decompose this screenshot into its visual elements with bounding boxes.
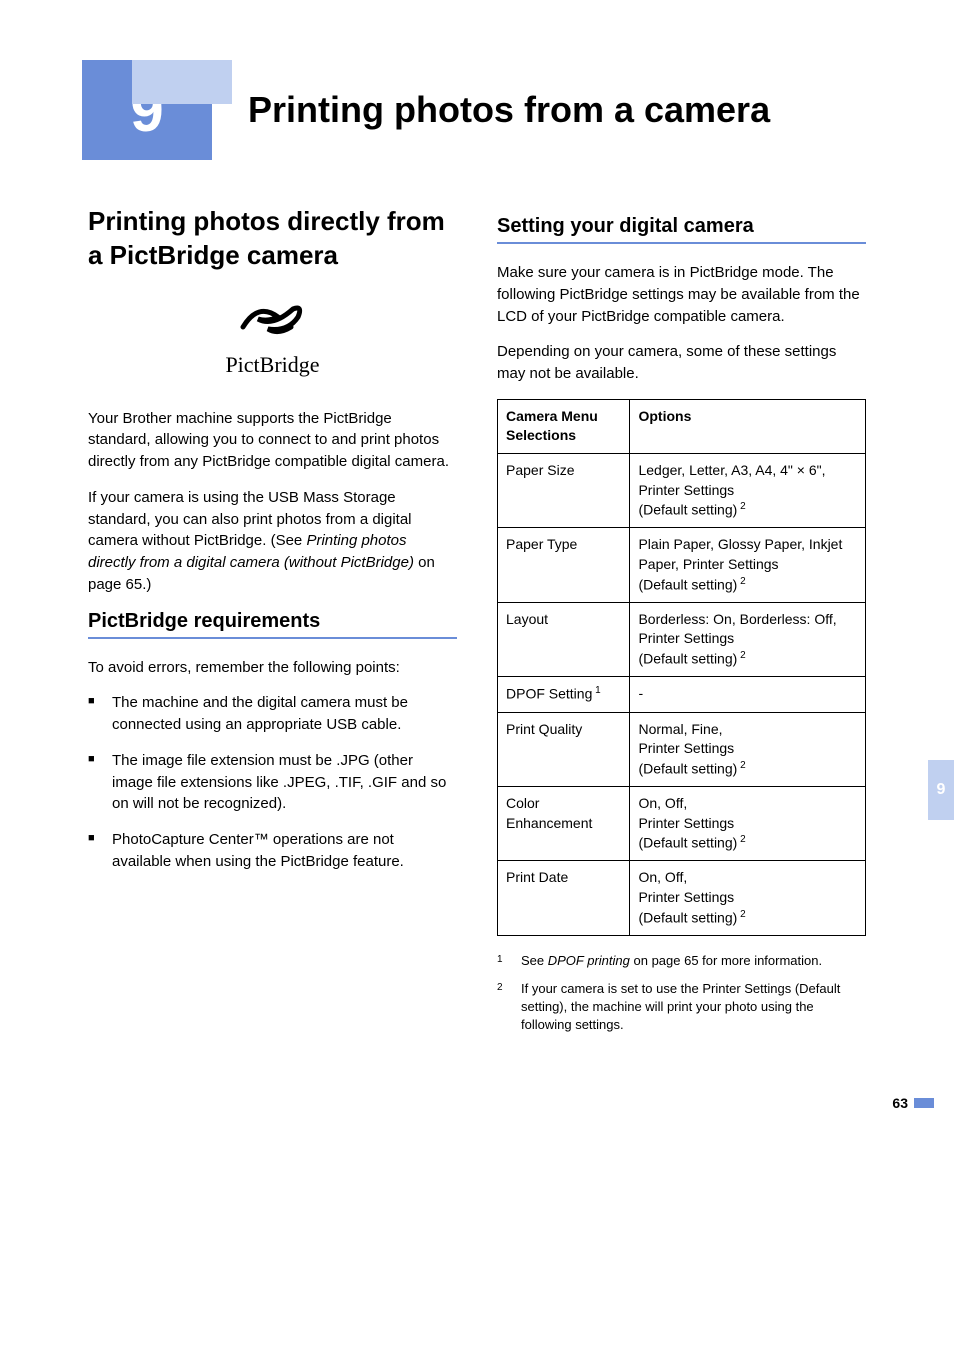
table-cell-label: DPOF Setting 1 [498,677,630,712]
footnote-text: See DPOF printing on page 65 for more in… [521,952,822,970]
table-cell-options: Ledger, Letter, A3, A4, 4" × 6",Printer … [630,453,866,527]
list-item: PhotoCapture Center™ operations are not … [106,829,457,873]
subsection-heading-camera-setting: Setting your digital camera [497,215,866,238]
paragraph-camera-mode: Make sure your camera is in PictBridge m… [497,262,866,327]
table-cell-label: Print Quality [498,712,630,786]
table-cell-options: - [630,677,866,712]
table-row: Print DateOn, Off,Printer Settings(Defau… [498,861,866,935]
paragraph-usb-mass-storage: If your camera is using the USB Mass Sto… [88,487,457,596]
table-row: Color EnhancementOn, Off,Printer Setting… [498,786,866,860]
paragraph-availability: Depending on your camera, some of these … [497,341,866,385]
footnote-marker: 2 [497,980,521,1035]
list-item: The machine and the digital camera must … [106,692,457,736]
text-fragment: See [521,953,548,968]
table-cell-options: Plain Paper, Glossy Paper, Inkjet Paper,… [630,528,866,602]
chapter-title: Printing photos from a camera [248,89,770,131]
page-footer: 63 [0,1045,954,1131]
table-cell-label: Paper Size [498,453,630,527]
footnote-1: 1 See DPOF printing on page 65 for more … [497,952,866,970]
section-heading-pictbridge: Printing photos directly from a PictBrid… [88,205,457,273]
text-fragment: on page 65 for more information. [630,953,822,968]
table-cell-options: On, Off,Printer Settings(Default setting… [630,861,866,935]
page-number: 63 [892,1095,908,1111]
list-item: The image file extension must be .JPG (o… [106,750,457,815]
footnote-marker: 1 [497,952,521,970]
page-number-accent [914,1098,934,1108]
heading-underline [497,242,866,244]
table-cell-options: Normal, Fine,Printer Settings(Default se… [630,712,866,786]
cross-reference-link[interactable]: DPOF printing [548,953,630,968]
settings-table: Camera Menu Selections Options Paper Siz… [497,399,866,936]
table-row: Print QualityNormal, Fine,Printer Settin… [498,712,866,786]
content-area: Printing photos directly from a PictBrid… [0,205,954,1045]
table-cell-label: Paper Type [498,528,630,602]
heading-underline [88,637,457,639]
paragraph-requirements: To avoid errors, remember the following … [88,657,457,679]
side-tab-number: 9 [937,781,946,799]
chapter-side-tab: 9 [928,760,954,820]
table-row: LayoutBorderless: On, Borderless: Off,Pr… [498,602,866,676]
right-column: Setting your digital camera Make sure yo… [497,205,866,1045]
footnote-2: 2 If your camera is set to use the Print… [497,980,866,1035]
table-header: Options [630,399,866,453]
footnotes: 1 See DPOF printing on page 65 for more … [497,952,866,1035]
pictbridge-logo-text: PictBridge [88,352,457,378]
header-accent-bar [132,60,232,104]
table-row: DPOF Setting 1- [498,677,866,712]
paragraph-intro: Your Brother machine supports the PictBr… [88,408,457,473]
table-row: Paper TypePlain Paper, Glossy Paper, Ink… [498,528,866,602]
table-cell-label: Print Date [498,861,630,935]
subsection-heading-requirements: PictBridge requirements [88,610,457,633]
footnote-text: If your camera is set to use the Printer… [521,980,866,1035]
left-column: Printing photos directly from a PictBrid… [88,205,457,1045]
table-cell-options: Borderless: On, Borderless: Off,Printer … [630,602,866,676]
pictbridge-logo: PictBridge [88,297,457,378]
table-row: Paper SizeLedger, Letter, A3, A4, 4" × 6… [498,453,866,527]
table-cell-label: Layout [498,602,630,676]
pictbridge-logo-icon [233,297,313,341]
requirements-list: The machine and the digital camera must … [88,692,457,872]
table-cell-label: Color Enhancement [498,786,630,860]
table-header: Camera Menu Selections [498,399,630,453]
table-cell-options: On, Off,Printer Settings(Default setting… [630,786,866,860]
